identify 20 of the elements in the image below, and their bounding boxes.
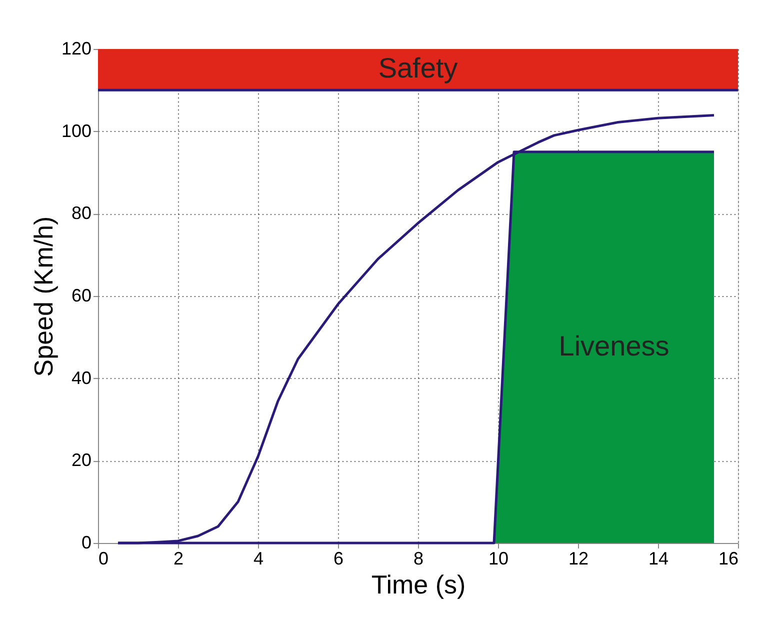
x-tick-label: 14 [648, 548, 669, 568]
y-tick-label: 40 [71, 368, 92, 388]
x-tick-label: 8 [413, 548, 424, 568]
x-tick-label: 10 [488, 548, 509, 568]
x-tick-label: 16 [718, 548, 738, 568]
x-axis-title: Time (s) [371, 570, 466, 600]
y-tick-label: 20 [71, 450, 92, 470]
annotation: Liveness [558, 330, 670, 362]
x-tick-label: 0 [98, 548, 109, 568]
y-tick-label: 100 [61, 120, 92, 141]
y-tick-label: 120 [61, 38, 92, 58]
x-tick-label: 2 [173, 548, 184, 568]
x-tick-label: 6 [333, 548, 344, 568]
y-axis-title: Speed (Km/h) [28, 216, 58, 377]
x-tick-label: 4 [253, 548, 264, 568]
y-tick-label: 0 [81, 532, 92, 552]
band-label: Safety [378, 52, 458, 84]
y-tick-label: 80 [71, 203, 92, 224]
y-tick-label: 60 [71, 286, 92, 306]
x-tick-label: 12 [568, 548, 589, 568]
